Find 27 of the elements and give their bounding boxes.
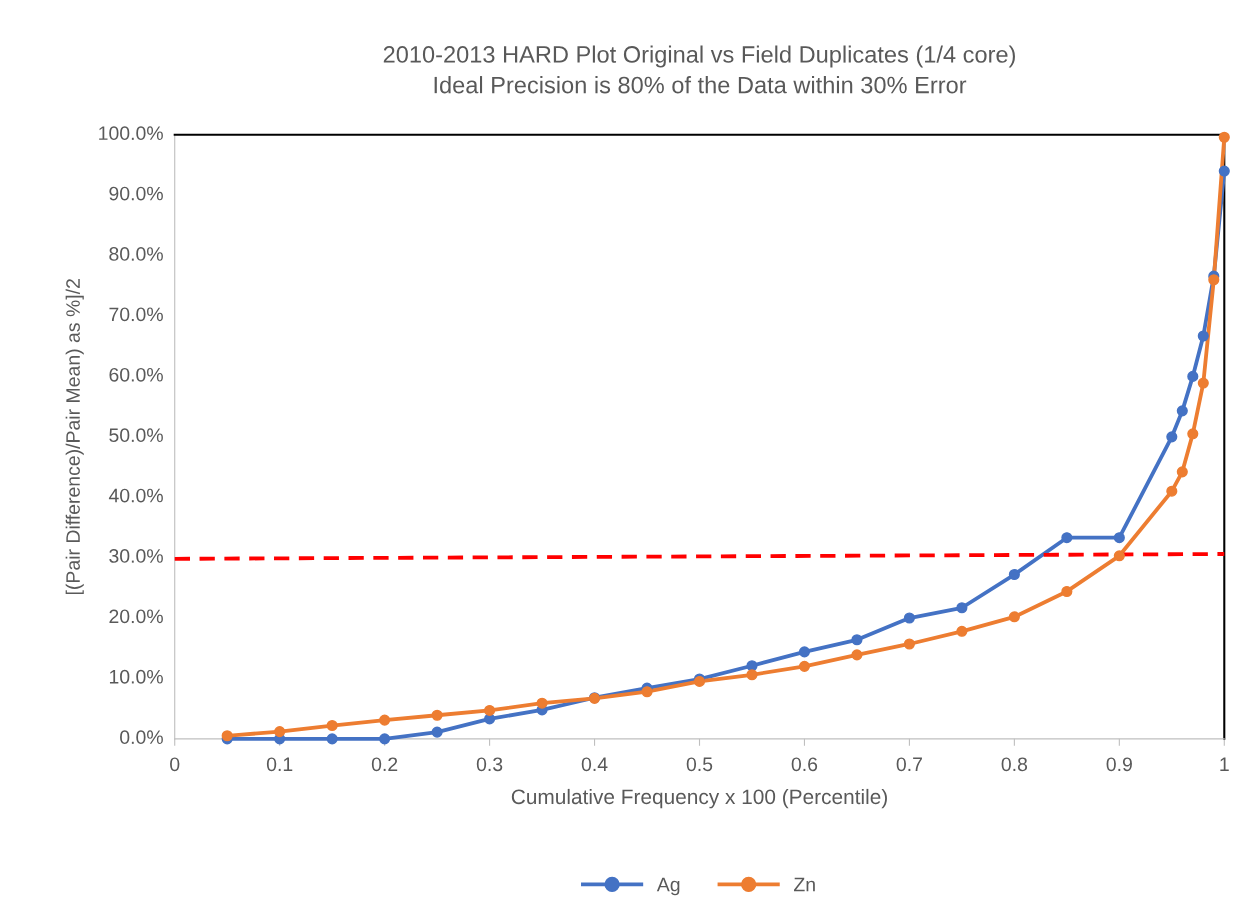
x-axis-title: Cumulative Frequency x 100 (Percentile) [511, 788, 887, 809]
y-axis-title: [(Pair Difference)/Pair Mean) as %]/2 [65, 279, 84, 595]
y-tick-label: 10.0% [109, 669, 163, 684]
legend-label: Ag [656, 877, 680, 896]
y-tick-label: 80.0% [109, 247, 163, 261]
legend-label: Zn [794, 877, 815, 892]
y-tick-label: 100.0% [99, 126, 163, 141]
x-tick-label: 0.5 [686, 757, 713, 772]
x-tick-label: 1 [1220, 757, 1229, 771]
x-tick-label: 0.2 [371, 757, 398, 772]
y-tick-label: 50.0% [109, 428, 163, 443]
y-tick-label: 60.0% [109, 367, 163, 382]
x-tick-label: 0.8 [1001, 757, 1028, 772]
y-tick-label: 90.0% [109, 186, 163, 201]
y-tick-label: 70.0% [109, 307, 163, 322]
y-tick-label: 0.0% [120, 730, 163, 745]
y-tick-label: 20.0% [109, 609, 163, 624]
y-tick-label: 40.0% [108, 488, 163, 503]
x-tick-label: 0.7 [896, 757, 922, 772]
x-tick-label: 0.3 [476, 757, 503, 772]
x-tick-label: 0.6 [791, 757, 818, 772]
x-tick-label: 0.4 [581, 757, 608, 772]
x-tick-label: 0.9 [1106, 757, 1132, 772]
x-tick-label: 0.1 [266, 757, 293, 772]
x-tick-label: 0 [170, 757, 180, 772]
y-tick-label: 30.0% [109, 549, 163, 563]
chart-title: 2010-2013 HARD Plot Original vs Field Duplicates (1/4 core) Ideal Precision is 80% of the Data within 30% Error [383, 45, 1015, 94]
